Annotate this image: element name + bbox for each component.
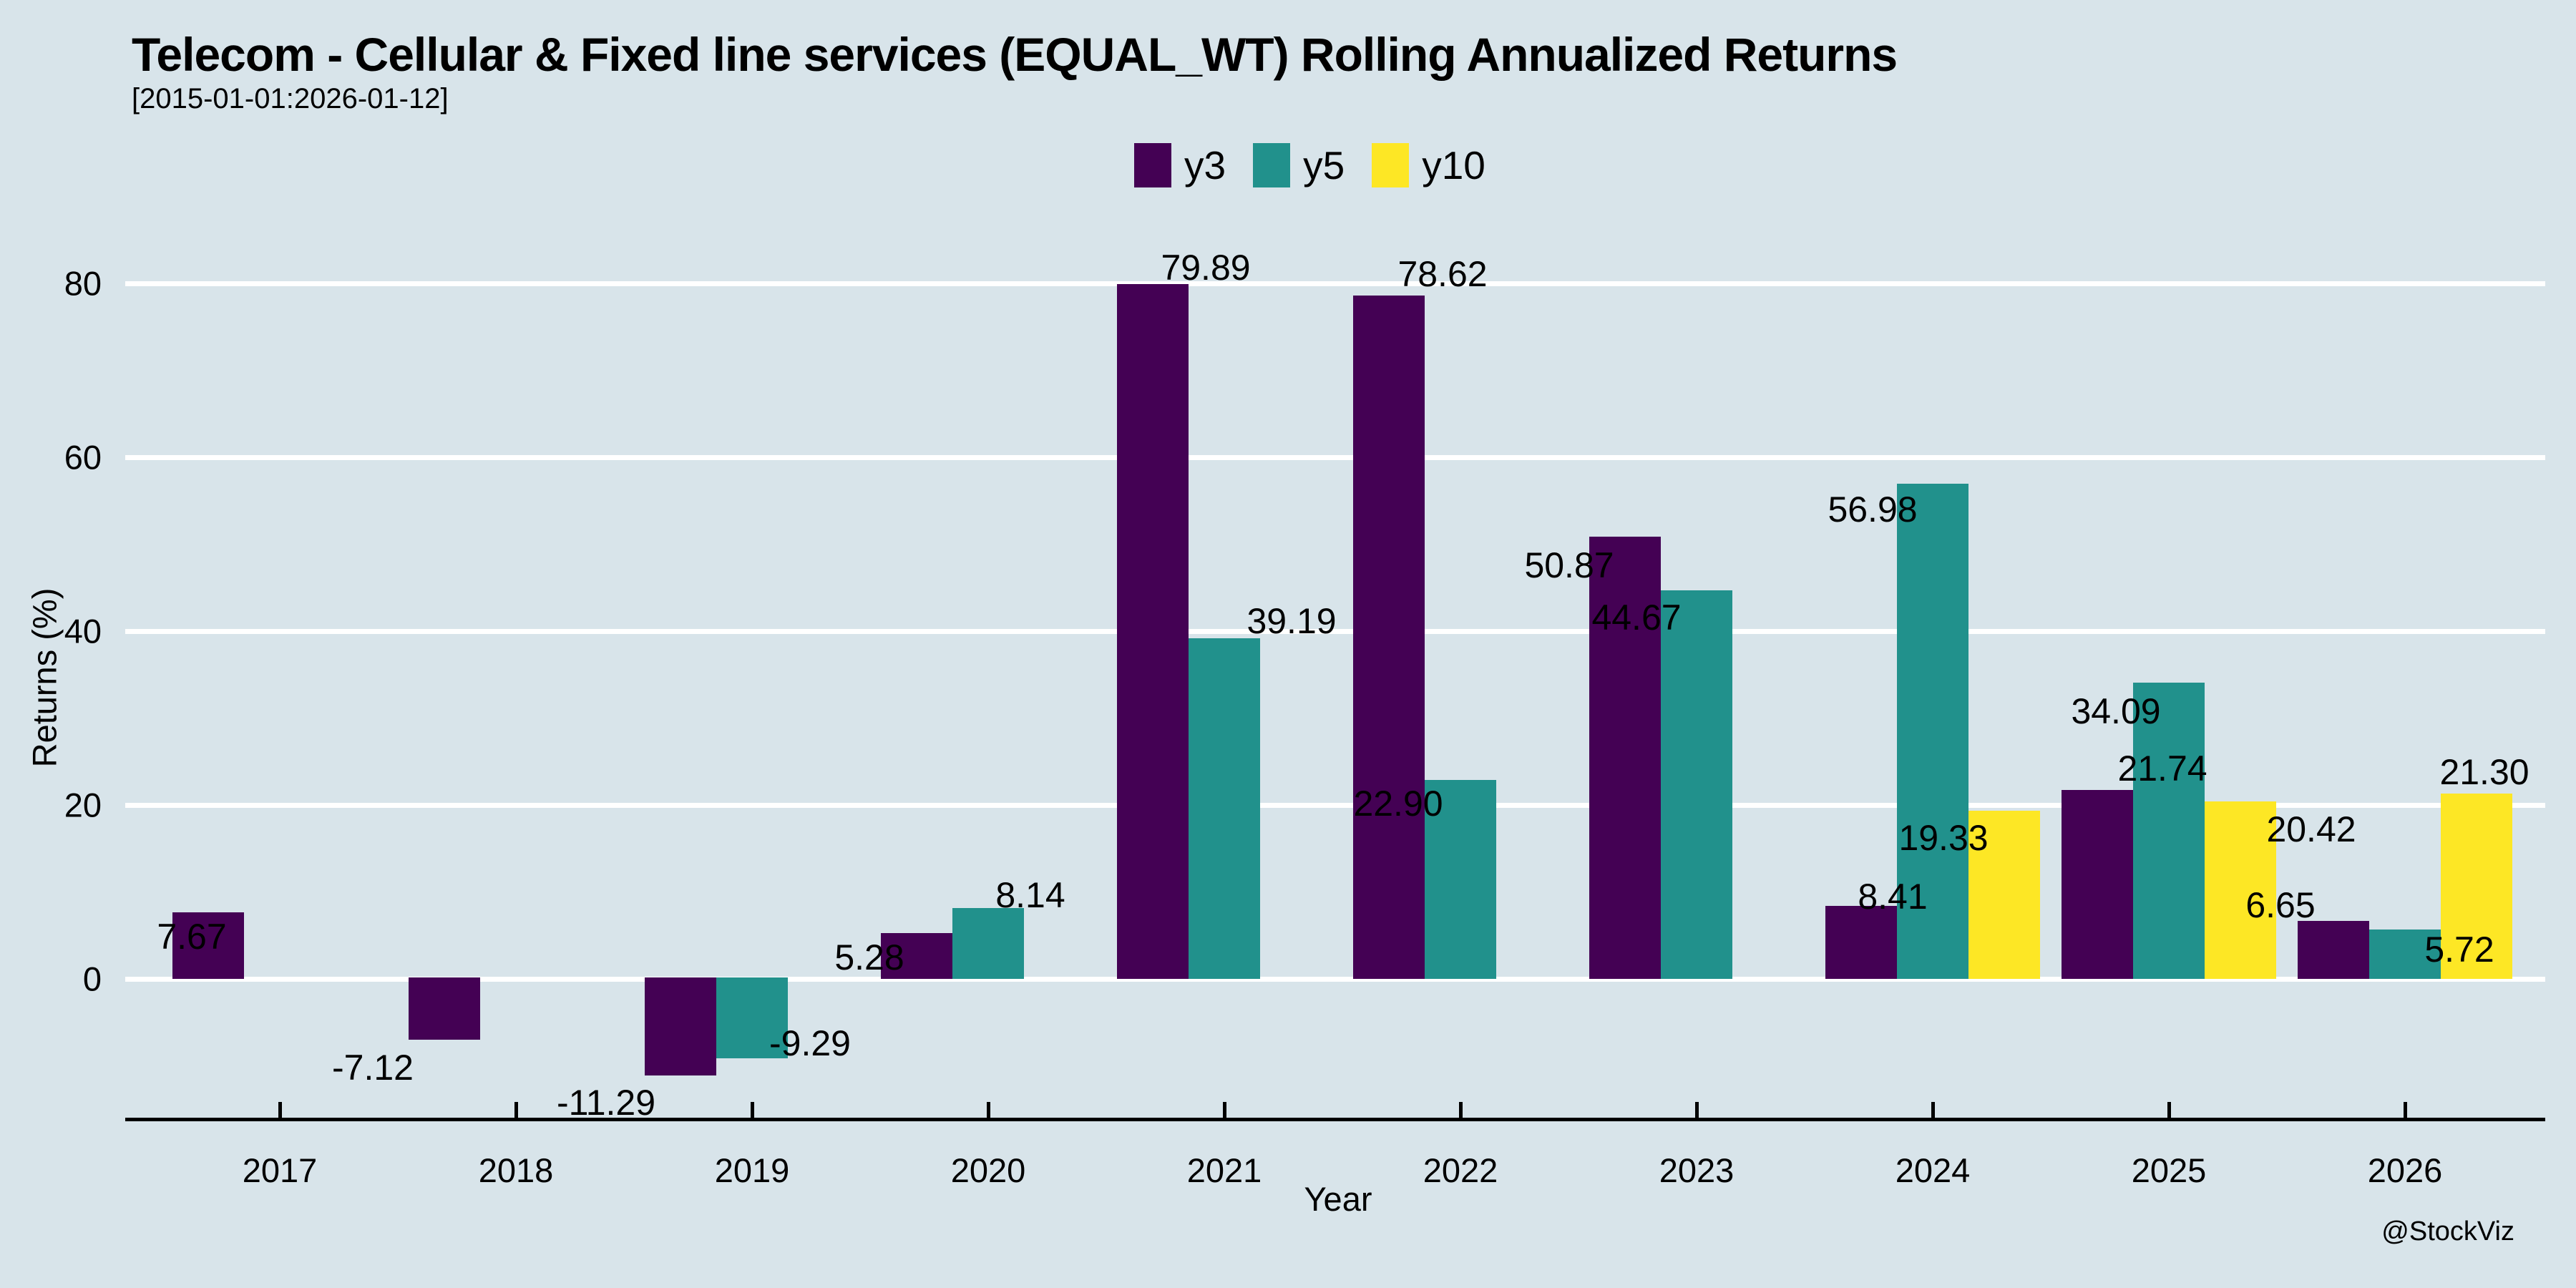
x-tick-label-2022: 2022 [1423, 1151, 1498, 1189]
bar-y5-2023 [1661, 590, 1732, 979]
bar-value-label-y3-2021: 79.89 [1161, 248, 1251, 288]
legend-label: y10 [1422, 143, 1485, 187]
bar-y5-2022 [1425, 780, 1496, 979]
x-tick-2025 [2167, 1102, 2171, 1118]
bar-y3-2019 [645, 977, 716, 1075]
bar-y5-2026 [2369, 930, 2441, 979]
bar-value-label-y3-2017: 7.67 [157, 917, 227, 957]
bar-y3-2018 [409, 977, 480, 1040]
x-tick-label-2023: 2023 [1659, 1151, 1735, 1189]
bar-y3-2020 [881, 933, 952, 979]
x-tick-2024 [1931, 1102, 1935, 1118]
legend-item-y5: y5 [1253, 143, 1345, 187]
x-tick-label-2021: 2021 [1186, 1151, 1262, 1189]
bar-value-label-y3-2019: -11.29 [556, 1083, 656, 1123]
bar-value-label-y3-2018: -7.12 [332, 1048, 414, 1088]
bar-y3-2021 [1117, 284, 1189, 979]
legend-label: y5 [1303, 143, 1345, 187]
x-tick-2023 [1695, 1102, 1699, 1118]
bar-value-label-y3-2024: 8.41 [1858, 877, 1928, 917]
gridline-80 [125, 281, 2545, 286]
y-tick-label: 40 [64, 612, 102, 650]
x-axis-title: Year [1304, 1180, 1372, 1218]
y-axis-title: Returns (%) [25, 587, 64, 768]
bar-value-label-y5-2021: 39.19 [1246, 601, 1337, 641]
bar-y3-2022 [1353, 296, 1425, 979]
x-tick-2018 [514, 1102, 518, 1118]
chart-title: Telecom - Cellular & Fixed line services… [132, 28, 1898, 81]
bar-y3-2024 [1825, 906, 1897, 979]
legend-color-swatch [1253, 143, 1291, 187]
bar-value-label-y10-2025: 20.42 [2266, 809, 2356, 849]
bar-y3-2025 [2062, 790, 2133, 979]
bar-value-label-y5-2019: -9.29 [769, 1023, 851, 1063]
bar-value-label-y3-2023: 50.87 [1524, 545, 1614, 585]
x-tick-label-2024: 2024 [1895, 1151, 1971, 1189]
x-tick-label-2019: 2019 [714, 1151, 790, 1189]
bar-y3-2017 [172, 912, 244, 979]
x-tick-2017 [278, 1102, 282, 1118]
x-tick-label-2025: 2025 [2131, 1151, 2207, 1189]
bar-value-label-y5-2026: 5.72 [2424, 930, 2494, 970]
y-tick-label: 20 [64, 786, 102, 824]
y-tick-label: 0 [82, 960, 102, 998]
x-tick-2021 [1223, 1102, 1226, 1118]
legend: y3 y5 y10 [1134, 143, 1485, 187]
bar-y5-2024 [1897, 484, 1968, 979]
y-tick-label: 60 [64, 438, 102, 477]
x-tick-2020 [987, 1102, 990, 1118]
bar-value-label-y10-2024: 19.33 [1898, 818, 1989, 858]
legend-item-y10: y10 [1372, 143, 1485, 187]
x-tick-label-2020: 2020 [950, 1151, 1026, 1189]
legend-item-y3: y3 [1134, 143, 1226, 187]
bar-value-label-y5-2024: 56.98 [1828, 489, 1918, 530]
y-tick-label: 80 [64, 264, 102, 303]
legend-label: y3 [1184, 143, 1226, 187]
bar-value-label-y5-2020: 8.14 [995, 875, 1065, 915]
x-tick-2022 [1459, 1102, 1463, 1118]
bar-y10-2026 [2441, 794, 2512, 979]
x-tick-2019 [751, 1102, 754, 1118]
x-axis-line [125, 1118, 2545, 1121]
bar-value-label-y10-2026: 21.30 [2439, 752, 2529, 792]
bar-y10-2025 [2205, 801, 2276, 979]
bar-value-label-y5-2023: 44.67 [1591, 597, 1682, 638]
gridline-40 [125, 629, 2545, 634]
watermark: @StockViz [2381, 1216, 2514, 1246]
x-tick-label-2018: 2018 [478, 1151, 554, 1189]
gridline-60 [125, 455, 2545, 460]
bar-value-label-y3-2025: 21.74 [2117, 748, 2207, 789]
bar-y10-2024 [1968, 811, 2040, 979]
bar-value-label-y3-2022: 78.62 [1397, 254, 1488, 294]
gridline-20 [125, 803, 2545, 808]
bar-y5-2019 [716, 977, 788, 1058]
bar-y3-2026 [2298, 921, 2369, 979]
x-tick-2026 [2404, 1102, 2407, 1118]
bar-value-label-y5-2025: 34.09 [2071, 691, 2161, 731]
bar-value-label-y3-2020: 5.28 [834, 937, 904, 977]
bar-y5-2025 [2133, 683, 2205, 979]
x-tick-label-2017: 2017 [242, 1151, 318, 1189]
bar-y5-2021 [1189, 638, 1260, 979]
legend-color-swatch [1372, 143, 1410, 187]
bar-value-label-y5-2022: 22.90 [1353, 784, 1443, 824]
x-tick-label-2026: 2026 [2367, 1151, 2443, 1189]
bar-y3-2023 [1589, 537, 1661, 979]
legend-color-swatch [1134, 143, 1171, 187]
bar-y5-2020 [952, 908, 1024, 979]
chart-subtitle: [2015-01-01:2026-01-12] [132, 83, 449, 114]
gridline-0 [125, 977, 2545, 982]
bar-value-label-y3-2026: 6.65 [2245, 885, 2316, 925]
